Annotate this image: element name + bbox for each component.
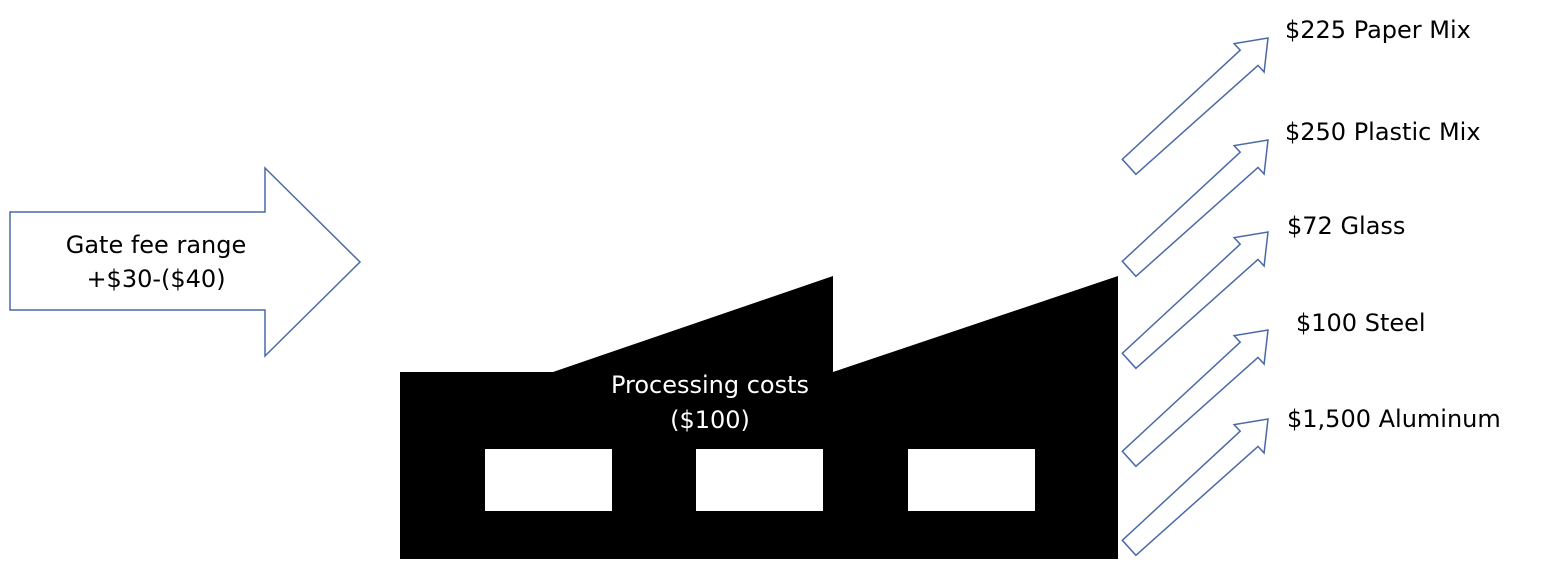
gate-fee-line2: +$30-($40) <box>86 265 226 293</box>
factory-window-3 <box>908 449 1035 511</box>
output-arrow-plastic <box>1121 139 1269 278</box>
output-arrow-aluminum <box>1121 418 1269 557</box>
output-arrow-paper <box>1121 37 1269 176</box>
output-arrow-glass <box>1121 231 1269 370</box>
processing-line1: Processing costs <box>610 371 810 399</box>
gate-fee-line1: Gate fee range <box>65 231 247 259</box>
processing-line2: ($100) <box>670 406 750 434</box>
factory-window-2 <box>696 449 823 511</box>
output-label-glass: $72 Glass <box>1287 212 1406 240</box>
gate-fee-label: Gate fee range +$30-($40) <box>36 228 276 296</box>
output-arrow-steel <box>1121 329 1269 468</box>
gate-fee-arrow <box>9 166 362 358</box>
factory-window-1 <box>485 449 612 511</box>
processing-costs-label: Processing costs ($100) <box>560 368 860 438</box>
output-label-steel: $100 Steel <box>1296 309 1426 337</box>
output-label-paper: $225 Paper Mix <box>1285 16 1471 44</box>
output-label-aluminum: $1,500 Aluminum <box>1287 405 1501 433</box>
output-label-plastic: $250 Plastic Mix <box>1285 118 1481 146</box>
